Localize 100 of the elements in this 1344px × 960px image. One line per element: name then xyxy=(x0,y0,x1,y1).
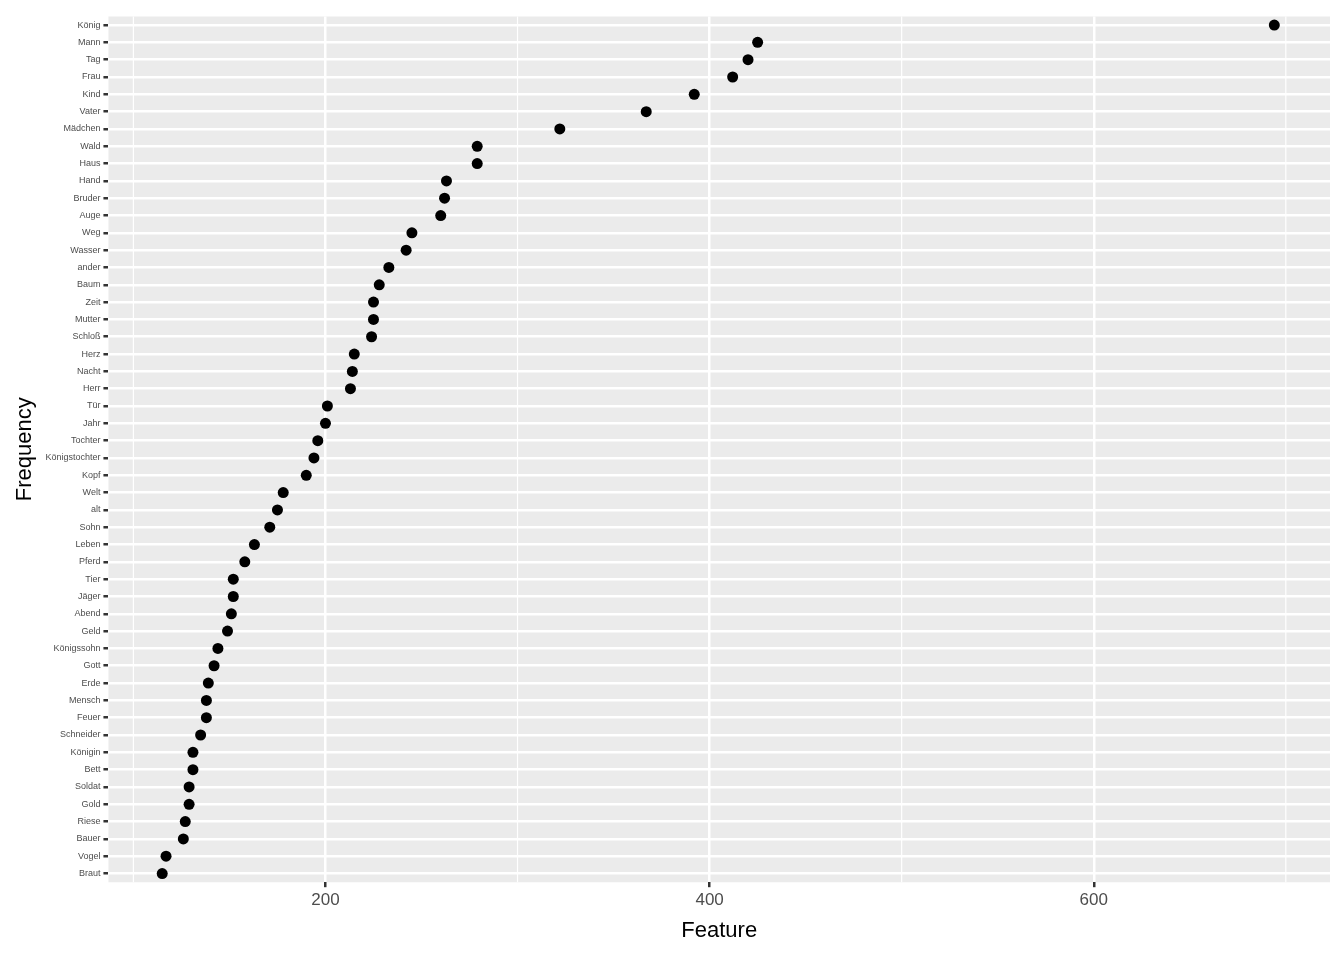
point xyxy=(439,192,451,204)
point xyxy=(225,608,237,620)
y-tick-label: Gott xyxy=(83,660,101,671)
point xyxy=(187,746,199,758)
point xyxy=(156,868,168,880)
point xyxy=(300,469,312,481)
y-tick-label: Mensch xyxy=(68,694,101,705)
point xyxy=(200,694,212,706)
point xyxy=(752,36,764,48)
y-tick-label: Braut xyxy=(78,868,101,879)
y-tick-label: Riese xyxy=(77,816,101,827)
y-tick-label: Schloß xyxy=(72,331,101,342)
point xyxy=(554,123,566,135)
point xyxy=(183,781,195,793)
point xyxy=(400,244,412,256)
point xyxy=(239,556,251,568)
point xyxy=(348,348,360,360)
y-tick-label: Jäger xyxy=(77,590,101,601)
x-tick-label: 200 xyxy=(311,890,340,910)
point xyxy=(183,798,195,810)
point xyxy=(346,365,358,377)
point xyxy=(312,435,324,447)
y-tick-label: Tag xyxy=(85,54,101,65)
point xyxy=(1268,19,1280,31)
point xyxy=(688,88,700,100)
point xyxy=(440,175,452,187)
point xyxy=(208,660,220,672)
y-tick-label: Königssohn xyxy=(53,642,101,653)
point xyxy=(366,331,378,343)
y-tick-label: Wasser xyxy=(70,244,101,255)
y-tick-label: ander xyxy=(77,261,101,272)
point xyxy=(179,816,191,828)
y-tick-label: Kopf xyxy=(81,469,101,480)
x-tick-label: 600 xyxy=(1079,890,1108,910)
point xyxy=(277,487,289,499)
point xyxy=(367,313,379,325)
y-tick-label: Herr xyxy=(82,383,101,394)
y-tick-label: Mädchen xyxy=(63,123,101,134)
y-tick-label: Königstochter xyxy=(45,452,101,463)
y-tick-label: Jahr xyxy=(82,417,101,428)
point xyxy=(248,539,260,551)
y-tick-label: Tür xyxy=(86,400,101,411)
y-tick-label: Zeit xyxy=(85,296,101,307)
point xyxy=(383,261,395,273)
point xyxy=(727,71,739,83)
point xyxy=(200,712,212,724)
point xyxy=(212,642,224,654)
point xyxy=(435,210,447,222)
y-tick-label: Feuer xyxy=(76,712,101,723)
point xyxy=(321,400,333,412)
y-tick-label: Wald xyxy=(80,140,101,151)
y-tick-label: Gold xyxy=(81,798,101,809)
y-tick-label: Bruder xyxy=(73,192,101,203)
y-tick-label: Königin xyxy=(70,746,101,757)
y-tick-label: Nacht xyxy=(76,365,101,376)
y-tick-label: Auge xyxy=(79,210,101,221)
y-tick-label: Pferd xyxy=(78,556,101,567)
point xyxy=(344,383,356,395)
point xyxy=(187,764,199,776)
point xyxy=(177,833,189,845)
y-tick-label: Geld xyxy=(81,625,101,636)
y-tick-label: Bett xyxy=(84,764,101,775)
point xyxy=(742,54,754,66)
y-tick-label: Frau xyxy=(81,71,101,82)
y-tick-label: Schneider xyxy=(59,729,101,740)
point xyxy=(471,158,483,170)
y-tick-label: alt xyxy=(90,504,101,515)
y-tick-label: Herz xyxy=(81,348,101,359)
point xyxy=(373,279,385,291)
point xyxy=(222,625,234,637)
point xyxy=(271,504,283,516)
point xyxy=(160,850,172,862)
y-tick-label: Vogel xyxy=(77,850,101,861)
y-tick-label: Haus xyxy=(79,158,101,169)
x-axis-title: Feature xyxy=(681,916,758,942)
y-tick-label: Hand xyxy=(78,175,101,186)
y-tick-label: Erde xyxy=(81,677,101,688)
point xyxy=(640,106,652,118)
y-tick-label: Baum xyxy=(76,279,101,290)
y-tick-label: Mann xyxy=(77,36,101,47)
y-tick-label: Soldat xyxy=(74,781,101,792)
y-tick-label: Sohn xyxy=(79,521,101,532)
y-tick-label: Welt xyxy=(82,487,101,498)
point xyxy=(264,521,276,533)
y-tick-label: Tier xyxy=(85,573,101,584)
point xyxy=(367,296,379,308)
y-axis-title: Frequency xyxy=(11,397,37,502)
y-tick-label: Weg xyxy=(82,227,101,238)
point xyxy=(471,140,483,152)
y-tick-label: Kind xyxy=(82,88,101,99)
point xyxy=(202,677,214,689)
y-tick-label: Abend xyxy=(74,608,101,619)
y-tick-label: König xyxy=(77,19,101,30)
y-tick-label: Tochter xyxy=(70,435,101,446)
point xyxy=(227,573,239,585)
point xyxy=(308,452,320,464)
x-tick-label: 400 xyxy=(695,890,724,910)
y-tick-label: Mutter xyxy=(74,313,101,324)
y-tick-label: Leben xyxy=(75,539,101,550)
point xyxy=(227,590,239,602)
